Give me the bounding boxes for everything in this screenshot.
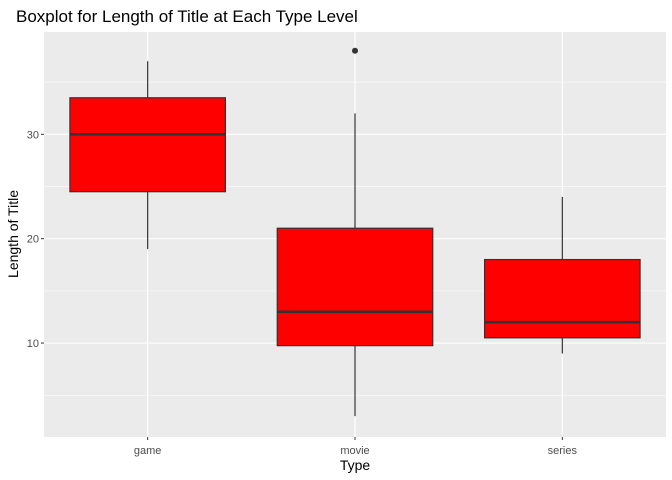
box-game — [69, 61, 227, 250]
box-iqr — [483, 258, 641, 339]
y-axis-title: Length of Title — [5, 190, 21, 278]
box-iqr — [69, 97, 227, 193]
x-axis-ticks: game movie series — [134, 437, 578, 457]
chart-title: Boxplot for Length of Title at Each Type… — [16, 7, 358, 26]
x-tick-label: series — [548, 445, 578, 457]
y-tick-label: 20 — [27, 234, 39, 246]
x-tick-label: game — [134, 445, 162, 457]
boxes — [69, 47, 641, 417]
outlier-point — [352, 47, 358, 54]
box-movie — [276, 47, 434, 417]
box-series — [483, 196, 641, 354]
x-tick-label: movie — [340, 445, 369, 457]
y-axis-ticks: 10 20 30 — [27, 129, 44, 350]
box-iqr — [276, 227, 434, 347]
y-tick-label: 30 — [27, 129, 39, 141]
y-tick-label: 10 — [27, 338, 39, 350]
x-axis-title: Type — [340, 457, 371, 473]
